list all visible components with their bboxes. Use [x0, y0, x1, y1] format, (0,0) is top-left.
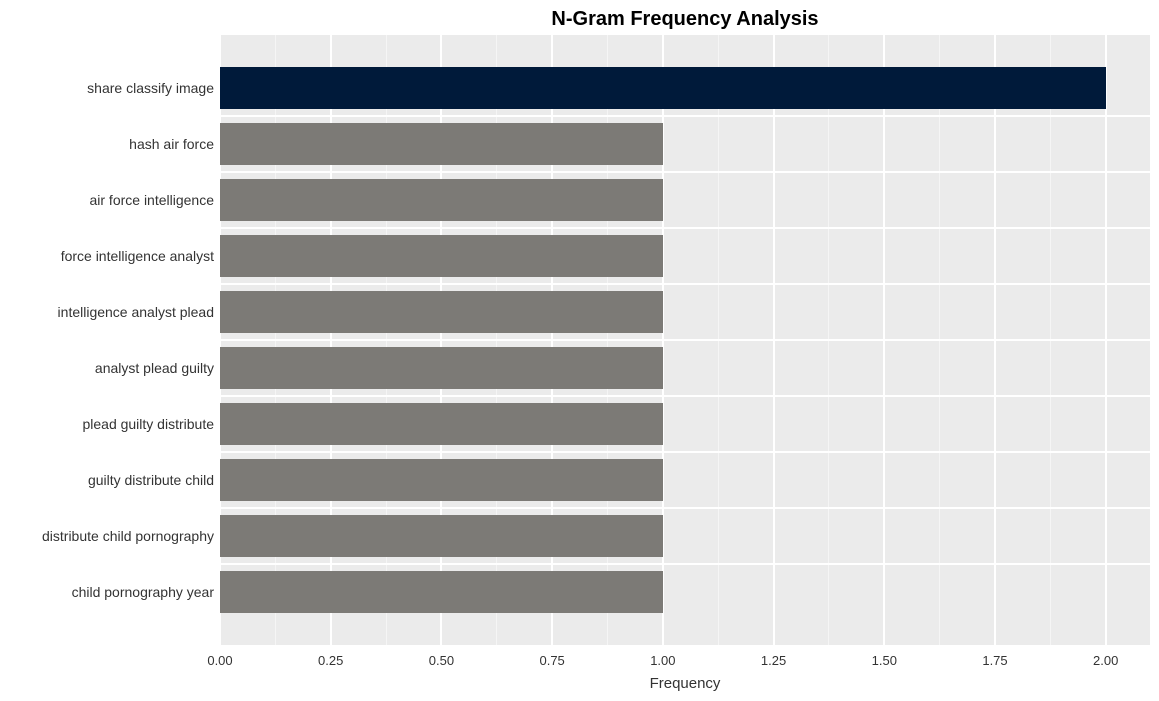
grid-major-h: [220, 339, 1150, 341]
plot-area: [220, 35, 1150, 645]
x-tick-label: 1.00: [650, 653, 675, 668]
x-tick-label: 1.50: [872, 653, 897, 668]
x-tick-label: 2.00: [1093, 653, 1118, 668]
bar: [220, 67, 1106, 109]
y-tick-label: force intelligence analyst: [61, 248, 214, 264]
y-tick-label: distribute child pornography: [42, 528, 214, 544]
bar: [220, 515, 663, 557]
bar: [220, 179, 663, 221]
chart-title: N-Gram Frequency Analysis: [220, 8, 1150, 31]
bar: [220, 459, 663, 501]
bar: [220, 123, 663, 165]
grid-major-h: [220, 563, 1150, 565]
y-tick-label: plead guilty distribute: [82, 416, 214, 432]
bar: [220, 403, 663, 445]
y-tick-label: air force intelligence: [89, 192, 214, 208]
bar: [220, 571, 663, 613]
grid-major-h: [220, 171, 1150, 173]
ngram-frequency-chart: N-Gram Frequency Analysis Frequency shar…: [0, 0, 1159, 701]
x-tick-label: 1.75: [982, 653, 1007, 668]
x-tick-label: 0.75: [539, 653, 564, 668]
x-tick-label: 0.25: [318, 653, 343, 668]
bar: [220, 291, 663, 333]
grid-major-h: [220, 115, 1150, 117]
grid-major-h: [220, 507, 1150, 509]
grid-major-h: [220, 451, 1150, 453]
x-axis-label: Frequency: [650, 675, 721, 692]
x-tick-label: 0.00: [207, 653, 232, 668]
x-tick-label: 1.25: [761, 653, 786, 668]
y-tick-label: analyst plead guilty: [95, 360, 214, 376]
y-tick-label: child pornography year: [72, 584, 214, 600]
grid-major-h: [220, 395, 1150, 397]
grid-major-h: [220, 227, 1150, 229]
y-tick-label: intelligence analyst plead: [58, 304, 214, 320]
grid-major-h: [220, 283, 1150, 285]
y-tick-label: share classify image: [87, 80, 214, 96]
y-tick-label: guilty distribute child: [88, 472, 214, 488]
bar: [220, 347, 663, 389]
x-tick-label: 0.50: [429, 653, 454, 668]
y-tick-label: hash air force: [129, 136, 214, 152]
bar: [220, 235, 663, 277]
